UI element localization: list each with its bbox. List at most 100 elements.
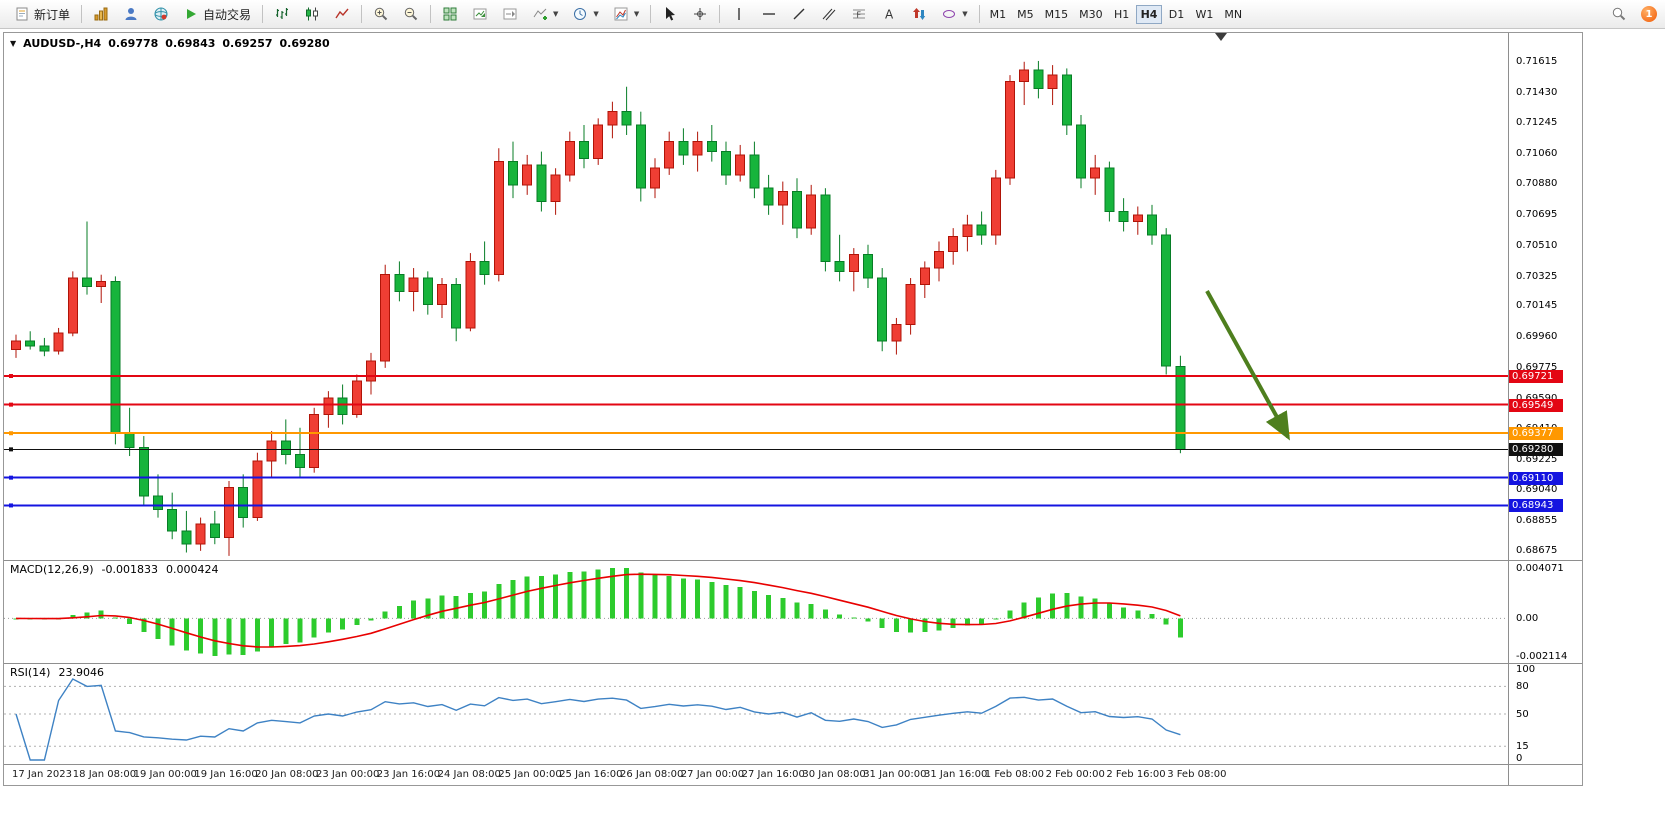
quote-low: 0.69257 xyxy=(222,37,272,50)
trend-annotation-arrow[interactable] xyxy=(1207,291,1288,437)
terminal-button[interactable] xyxy=(147,3,175,25)
macd-axis: 0.0040710.00-0.002114 xyxy=(1509,561,1583,663)
price-tick-label: 0.70695 xyxy=(1516,209,1557,220)
bar-chart-icon xyxy=(274,6,290,22)
level-handle[interactable] xyxy=(9,447,13,451)
time-axis-label: 26 Jan 08:00 xyxy=(620,769,683,780)
time-axis-label: 3 Feb 08:00 xyxy=(1167,769,1226,780)
candlestick-icon xyxy=(304,6,320,22)
rsi-chart[interactable] xyxy=(4,664,1508,764)
timeframe-W1[interactable]: W1 xyxy=(1190,5,1218,24)
timeframe-M15[interactable]: M15 xyxy=(1040,5,1074,24)
templates-button[interactable]: ▼ xyxy=(607,3,645,25)
time-axis-label: 23 Jan 00:00 xyxy=(316,769,379,780)
time-axis-label: 19 Jan 00:00 xyxy=(134,769,197,780)
crosshair-icon xyxy=(692,6,708,22)
mt4-window: 新订单 自动交易 ▼ ▼ ▼ F A ▼ xyxy=(0,0,1665,836)
cursor-tool-button[interactable] xyxy=(656,3,684,25)
dropdown-caret: ▼ xyxy=(553,10,558,18)
toolbar-separator xyxy=(719,5,720,23)
timeframe-MN[interactable]: MN xyxy=(1219,5,1247,24)
horizontal-line-tool-button[interactable] xyxy=(755,3,783,25)
level-handle[interactable] xyxy=(9,503,13,507)
auto-scroll-button[interactable] xyxy=(466,3,494,25)
timeframe-M1[interactable]: M1 xyxy=(985,5,1012,24)
new-order-button[interactable]: 新订单 xyxy=(8,3,76,25)
macd-signal-value: 0.000424 xyxy=(166,563,219,576)
line-chart-mode-button[interactable] xyxy=(328,3,356,25)
time-axis-label: 18 Jan 08:00 xyxy=(73,769,136,780)
arrows-tool-button[interactable] xyxy=(905,3,933,25)
rsi-line xyxy=(16,679,1180,760)
quote-header: ▼ AUDUSD-,H4 0.69778 0.69843 0.69257 0.6… xyxy=(10,37,330,50)
zoom-in-icon xyxy=(373,6,389,22)
timeframe-H1[interactable]: H1 xyxy=(1109,5,1135,24)
new-order-label: 新订单 xyxy=(34,6,70,23)
crosshair-tool-button[interactable] xyxy=(686,3,714,25)
vertical-line-tool-button[interactable] xyxy=(725,3,753,25)
toolbar-separator xyxy=(361,5,362,23)
rsi-name: RSI(14) xyxy=(10,666,50,679)
macd-main-value: -0.001833 xyxy=(102,563,158,576)
price-level-badge: 0.69110 xyxy=(1509,472,1563,485)
chart-shift-button[interactable] xyxy=(496,3,524,25)
text-tool-button[interactable]: A xyxy=(875,3,903,25)
price-tick-label: 0.68855 xyxy=(1516,515,1557,526)
timeframe-D1[interactable]: D1 xyxy=(1163,5,1189,24)
dropdown-caret: ▼ xyxy=(962,10,967,18)
level-handle[interactable] xyxy=(9,431,13,435)
candlestick-chart[interactable] xyxy=(4,33,1508,560)
search-icon xyxy=(1611,6,1627,22)
auto-scroll-icon xyxy=(472,6,488,22)
auto-trading-button[interactable]: 自动交易 xyxy=(177,3,257,25)
channel-tool-button[interactable] xyxy=(815,3,843,25)
bar-chart-mode-button[interactable] xyxy=(268,3,296,25)
shapes-tool-button[interactable]: ▼ xyxy=(935,3,973,25)
pane-separator[interactable] xyxy=(4,764,1582,765)
trendline-tool-button[interactable] xyxy=(785,3,813,25)
indicators-button[interactable]: ▼ xyxy=(526,3,564,25)
timeframe-bar: M1M5M15M30H1H4D1W1MN xyxy=(985,5,1247,24)
price-tick-label: 0.68675 xyxy=(1516,545,1557,556)
clock-icon xyxy=(572,6,588,22)
toolbar-separator xyxy=(262,5,263,23)
price-tick-label: 0.71615 xyxy=(1516,56,1557,67)
level-handle[interactable] xyxy=(9,374,13,378)
price-level-badge: 0.69549 xyxy=(1509,399,1563,412)
chart-window: ▼ AUDUSD-,H4 0.69778 0.69843 0.69257 0.6… xyxy=(3,32,1583,786)
price-tick-label: 0.71430 xyxy=(1516,87,1557,98)
timeframe-M30[interactable]: M30 xyxy=(1074,5,1108,24)
navigator-button[interactable] xyxy=(117,3,145,25)
market-watch-button[interactable] xyxy=(87,3,115,25)
shapes-icon xyxy=(941,6,957,22)
cursor-icon xyxy=(662,6,678,22)
timeframe-M5[interactable]: M5 xyxy=(1012,5,1039,24)
macd-chart[interactable] xyxy=(4,561,1508,663)
time-axis-label: 23 Jan 16:00 xyxy=(377,769,440,780)
tile-windows-icon xyxy=(442,6,458,22)
level-handle[interactable] xyxy=(9,476,13,480)
arrows-icon xyxy=(911,6,927,22)
time-axis-label: 20 Jan 08:00 xyxy=(255,769,318,780)
periods-button[interactable]: ▼ xyxy=(566,3,604,25)
chart-shift-icon xyxy=(502,6,518,22)
auto-trading-icon xyxy=(183,6,199,22)
trendline-icon xyxy=(791,6,807,22)
zoom-out-button[interactable] xyxy=(397,3,425,25)
macd-histogram xyxy=(14,568,1183,656)
candlestick-mode-button[interactable] xyxy=(298,3,326,25)
time-axis-label: 25 Jan 00:00 xyxy=(498,769,561,780)
fibonacci-tool-button[interactable]: F xyxy=(845,3,873,25)
fibonacci-icon: F xyxy=(851,6,867,22)
templates-icon xyxy=(613,6,629,22)
toolbar-separator xyxy=(81,5,82,23)
tile-windows-button[interactable] xyxy=(436,3,464,25)
notification-badge[interactable]: 1 xyxy=(1641,6,1657,22)
chart-shift-marker[interactable] xyxy=(1215,33,1227,41)
toolbar-separator xyxy=(650,5,651,23)
zoom-in-button[interactable] xyxy=(367,3,395,25)
timeframe-H4[interactable]: H4 xyxy=(1136,5,1163,24)
level-handle[interactable] xyxy=(9,403,13,407)
search-button[interactable] xyxy=(1605,3,1633,25)
one-click-trading-toggle[interactable]: ▼ xyxy=(10,39,16,48)
